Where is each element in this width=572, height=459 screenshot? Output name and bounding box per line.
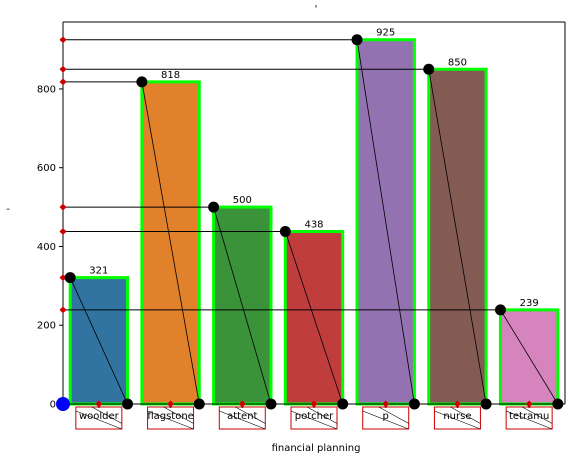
x-axis-diamond-potcher [310,400,318,408]
x-tick-box-slash-b-potcher [306,406,338,424]
diagonal-line-p [356,39,415,405]
x-tick-box-slash-b-attent [235,406,266,424]
x-axis-diamond-nurse [453,400,461,408]
x-tick-box-slash-a-p [362,410,409,430]
bar-base-marker-flagstone [193,398,205,410]
value-label-woolder: 321 [89,266,108,277]
value-label-p: 925 [376,28,395,39]
diagonal-line-tetramu [500,309,559,405]
bar-top-marker-attent [208,201,220,213]
value-label-potcher: 438 [304,220,323,231]
diagonal-line-flagstone [141,81,200,405]
x-tick-label-p: p [383,411,389,422]
x-tick-label-attent: attent [227,411,257,422]
x-axis-diamond-p [382,400,390,408]
bar-base-marker-attent [265,398,277,410]
origin-dot [56,397,70,411]
y-axis-title: - [6,204,10,215]
bar-top-marker-potcher [279,226,291,238]
bar-top-marker-p [351,34,363,46]
x-tick-box-slash-b-nurse [450,406,481,424]
bar-base-marker-tetramu [552,398,564,410]
y-axis-diamond-p [59,36,67,44]
y-tick-label-800: 800 [37,84,56,95]
y-axis-diamond-potcher [59,228,67,236]
x-axis-title: financial planning [272,443,361,454]
y-tick-label-0: 0 [50,400,56,411]
y-axis-diamond-nurse [59,65,67,73]
diagonal-line-potcher [284,231,344,405]
x-axis-diamond-tetramu [525,400,533,408]
bar-base-marker-woolder [122,398,134,410]
x-tick-label-potcher: potcher [295,411,334,422]
value-label-nurse: 850 [448,57,467,68]
x-tick-label-nurse: nurse [443,411,471,422]
x-tick-label-woolder: woolder [79,411,120,422]
x-tick-box-slash-a-tetramu [506,410,553,430]
x-tick-box-slash-a-nurse [434,410,481,430]
diagonal-line-woolder [69,277,128,405]
bar-base-marker-nurse [480,398,492,410]
bar-top-marker-woolder [64,272,76,284]
bar-top-marker-flagstone [136,76,148,88]
x-tick-box-slash-b-flagstone [163,406,194,424]
y-tick-label-400: 400 [37,242,56,253]
bar-top-marker-tetramu [494,304,506,316]
value-label-tetramu: 239 [520,298,539,309]
x-tick-label-flagstone: flagstone [147,411,194,422]
bar-top-marker-nurse [423,63,435,75]
bar-base-marker-p [408,398,420,410]
x-axis-diamond-attent [238,400,246,408]
x-tick-box-slash-b-woolder [91,406,123,424]
x-tick-box-slash-b-p [378,406,409,424]
chart-title: ' [315,4,318,15]
x-tick-box-slash-a-woolder [75,410,122,430]
x-tick-box-slash-a-attent [219,410,266,430]
x-tick-box-slash-a-flagstone [147,410,194,430]
y-axis-diamond-attent [59,203,67,211]
diagonal-line-attent [213,206,272,405]
value-label-flagstone: 818 [161,70,180,81]
x-tick-box-slash-a-potcher [290,410,338,430]
value-label-attent: 500 [233,195,252,206]
y-tick-label-600: 600 [37,163,56,174]
y-axis-diamond-tetramu [59,306,67,314]
x-axis-diamond-flagstone [167,400,175,408]
x-tick-box-slash-b-tetramu [522,406,553,424]
bar-base-marker-potcher [337,398,349,410]
diagonal-line-nurse [428,69,487,405]
x-axis-diamond-woolder [95,400,103,408]
y-tick-label-200: 200 [37,321,56,332]
x-tick-label-tetramu: tetramu [509,411,549,422]
y-axis-diamond-flagstone [59,78,67,86]
plot-area: 0 200 400 600 800 321 818 500 438 925 850 239 woolde… [37,21,566,430]
y-axis-diamond-woolder [59,274,67,282]
